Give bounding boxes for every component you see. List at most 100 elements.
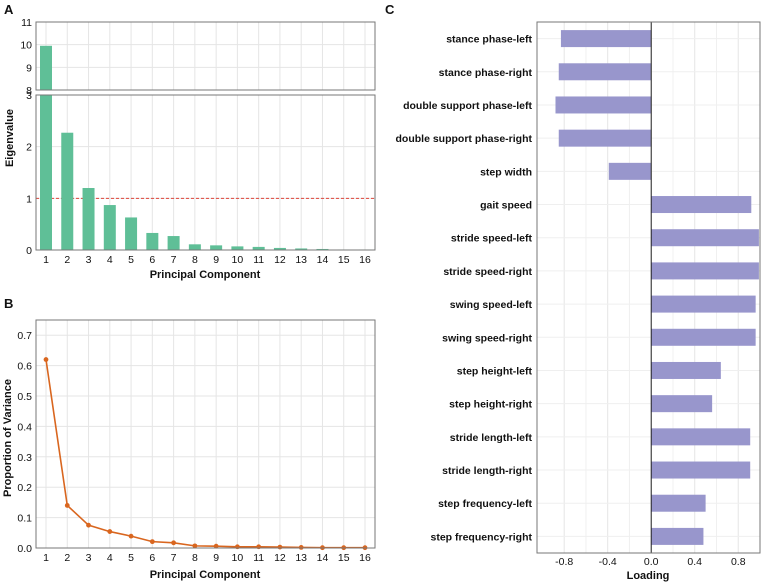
panel-c-bar [651, 461, 751, 479]
panel-b-xtick: 11 [253, 552, 264, 564]
panel-c-category-label: stride speed-right [443, 266, 532, 278]
panel-b-point [107, 529, 113, 534]
panel-c-xtick: 0.8 [731, 556, 746, 568]
panel-a-bar [167, 236, 180, 250]
panel-a-xtick: 15 [338, 254, 350, 266]
panel-b-point [86, 522, 91, 528]
panel-a-ytick: 3 [26, 90, 32, 102]
panel-b-xtick: 10 [232, 552, 244, 564]
panel-b-point [149, 539, 155, 545]
panel-c-bar [651, 395, 713, 413]
panel-c-category-label: double support phase-left [403, 100, 532, 112]
panel-b-ytick: 0.4 [17, 421, 32, 433]
panel-a-bar [231, 246, 244, 250]
panel-b-ytick: 0.0 [17, 543, 32, 555]
panel-a-xtick: 5 [128, 254, 134, 266]
panel-b-point [192, 543, 198, 549]
panel-a-bar-lower [40, 95, 52, 250]
panel-a-bar [103, 205, 116, 250]
panel-a-bar [252, 246, 265, 250]
panel-c-bar [651, 262, 759, 280]
panel-b-ytick: 0.3 [17, 452, 32, 464]
panel-a-upper-frame [35, 21, 376, 91]
panel-b-point [213, 543, 219, 549]
panel-b-xtick: 13 [295, 552, 307, 564]
panel-c-xtick: -0.4 [599, 556, 617, 568]
panel-a-bar [188, 244, 201, 250]
panel-c-xtick: 0.4 [687, 556, 702, 568]
panel-b-xlabel: Principal Component [150, 569, 261, 581]
panel-c-category-label: step height-left [457, 365, 533, 377]
panel-c-xlabel: Loading [627, 570, 670, 582]
panel-b-xtick: 7 [171, 552, 177, 564]
panel-c-category-label: swing speed-right [442, 332, 532, 344]
panel-a-xtick: 4 [107, 254, 113, 266]
panel-a-xtick: 11 [253, 254, 264, 266]
panel-c-category-label: step frequency-right [430, 531, 532, 543]
panel-c-category-label: stride speed-left [451, 233, 533, 245]
panel-b-point [277, 544, 283, 550]
panel-b-point [171, 540, 177, 546]
panel-c-xtick: -0.8 [555, 556, 573, 568]
panel-b-ytick: 0.5 [17, 391, 32, 403]
panel-b-ytick: 0.2 [17, 482, 32, 494]
panel-c-bar [555, 96, 652, 114]
panel-a-ytick: 0 [26, 245, 32, 257]
panel-c-category-label: step height-right [449, 399, 532, 411]
panel-a-bar [210, 245, 223, 250]
panel-b-ytick: 0.7 [17, 330, 32, 342]
panel-a-xtick: 3 [86, 254, 92, 266]
panel-b-point [128, 533, 134, 539]
panel-a-ytick: 1 [26, 193, 32, 205]
panel-a-bar [146, 232, 159, 250]
panel-b-xtick: 4 [107, 552, 113, 564]
panel-a-xtick: 10 [232, 254, 244, 266]
panel-c-category-label: step frequency-left [438, 498, 532, 510]
panel-a-lower-frame [35, 94, 376, 251]
panel-a-bar [295, 248, 308, 250]
panel-c-category-label: gait speed [480, 200, 532, 212]
panel-a-xtick: 13 [295, 254, 307, 266]
panel-a-upper-plot-area [36, 22, 375, 90]
panel-c-category-label: swing speed-left [450, 299, 533, 311]
panel-c-category-label: step width [480, 166, 532, 178]
panel-c-category-label: stride length-right [442, 465, 532, 477]
panel-a-xtick: 2 [64, 254, 70, 266]
panel-b-xtick: 6 [149, 552, 155, 564]
panel-c-xtick: 0.0 [644, 556, 659, 568]
panel-a-xtick: 6 [149, 254, 155, 266]
panel-a-xtick: 9 [213, 254, 219, 266]
panel-c-bar [651, 196, 752, 214]
panel-c-loading-chart: stance phase-left stance phase-right doubl… [396, 21, 761, 568]
panel-b-xtick: 8 [192, 552, 198, 564]
panel-b-ylabel: Proportion of Variance [2, 379, 14, 497]
panel-c-category-label: stance phase-left [446, 34, 532, 46]
panel-b-xtick: 16 [359, 552, 371, 564]
panel-c-category-label: stride length-left [450, 432, 533, 444]
panel-a-xlabel: Principal Component [150, 269, 261, 281]
panel-b-xtick: 14 [317, 552, 329, 564]
panel-a-bar [82, 188, 95, 250]
panel-a-bar [273, 247, 286, 250]
panel-c-category-label: stance phase-right [439, 67, 533, 79]
panel-b-xtick: 9 [213, 552, 219, 564]
panel-b-variance-chart: 0.00.10.20.30.40.50.60.71 2 3 4 5 6 7 8 9 10 11 12 1… [17, 319, 376, 564]
panel-a-ytick: 2 [26, 142, 32, 154]
panel-c-bar [651, 428, 751, 446]
panel-a-xtick: 12 [274, 254, 286, 266]
panel-a-ylabel: Eigenvalue [4, 109, 16, 167]
panel-b-xtick: 12 [274, 552, 286, 564]
panel-b-xtick: 5 [128, 552, 134, 564]
panel-b-plot-area [36, 320, 375, 548]
panel-letter-c: C [385, 2, 395, 17]
panel-c-bar [560, 30, 652, 48]
panel-a-xtick: 14 [317, 254, 329, 266]
panel-c-bar [651, 229, 759, 247]
panel-b-point [298, 544, 304, 550]
panel-a-bar [316, 248, 329, 250]
panel-c-bar [651, 494, 706, 512]
panel-c-bar [558, 63, 652, 81]
panel-a-xtick: 1 [43, 254, 49, 266]
